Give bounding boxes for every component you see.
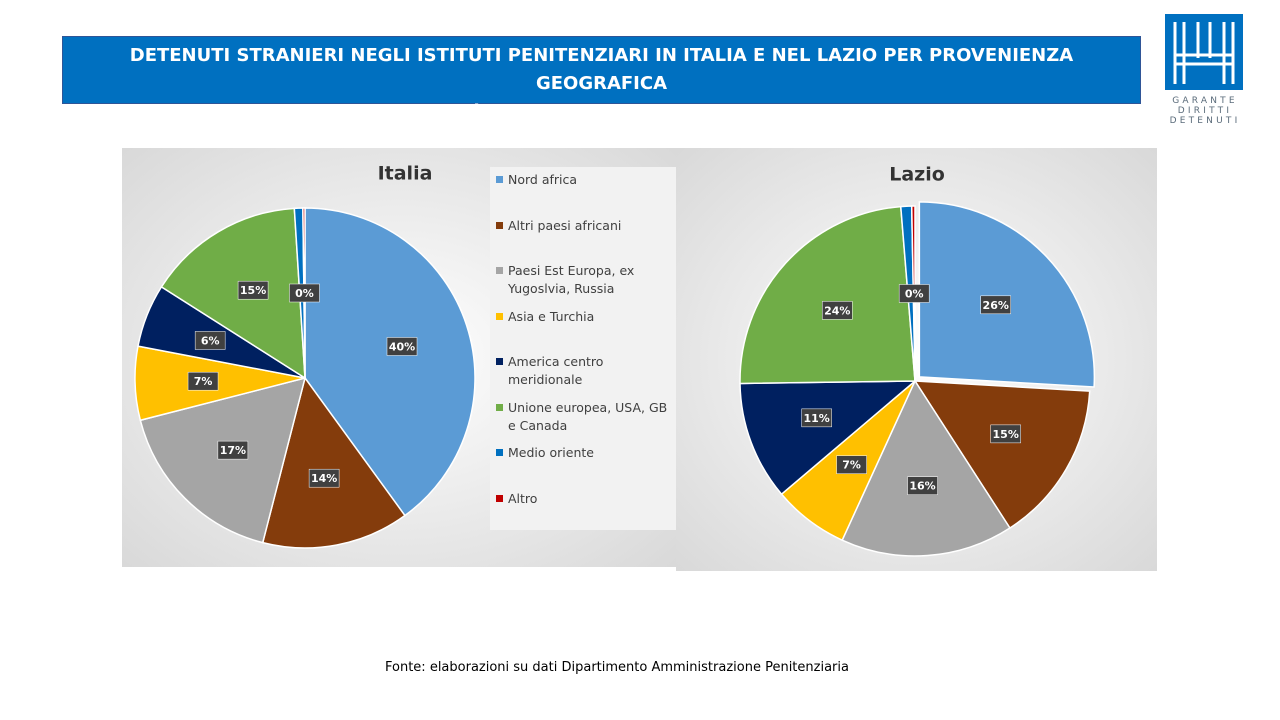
legend-item: Medio oriente xyxy=(496,444,676,490)
legend-label: America centro meridionale xyxy=(508,354,604,387)
data-label-box xyxy=(980,295,1011,315)
legend-item: Altri paesi africani xyxy=(496,217,676,263)
header-banner: DETENUTI STRANIERI NEGLI ISTITUTI PENITE… xyxy=(62,36,1141,122)
data-label: 6% xyxy=(201,334,220,347)
logo-square xyxy=(1165,14,1243,90)
pie-slice xyxy=(841,379,1011,557)
data-label: 7% xyxy=(842,459,861,472)
data-label: 14% xyxy=(311,472,337,485)
logo-text: GARANTE DIRITTI DETENUTI xyxy=(1160,96,1250,126)
data-label-box xyxy=(187,371,219,391)
data-label-box xyxy=(217,440,249,460)
data-label-box xyxy=(836,455,867,474)
legend-swatch xyxy=(496,312,503,320)
data-label: 17% xyxy=(220,444,246,457)
logo xyxy=(1165,14,1243,90)
pie-slice xyxy=(918,201,1096,388)
logo-mark xyxy=(1173,22,1235,84)
legend-swatch xyxy=(496,221,503,229)
header-title: DETENUTI STRANIERI NEGLI ISTITUTI PENITE… xyxy=(129,45,1074,94)
data-label-box xyxy=(386,337,418,356)
data-label-box xyxy=(822,301,853,320)
data-label: 0% xyxy=(295,287,314,300)
data-label-box xyxy=(289,283,320,303)
data-label: 24% xyxy=(824,304,850,317)
data-label-box xyxy=(801,408,832,428)
pie-slice xyxy=(739,380,918,496)
legend-item: Nord africa xyxy=(496,171,676,217)
legend-item: Asia e Turchia xyxy=(496,308,676,354)
pie-slice xyxy=(160,207,306,380)
data-label: 0% xyxy=(905,288,924,301)
data-label: 15% xyxy=(993,428,1019,441)
pie-slice xyxy=(304,207,476,517)
legend: Nord africa Altri paesi africani Paesi Est… xyxy=(490,167,676,530)
legend-swatch xyxy=(496,449,503,456)
pie-slice xyxy=(261,376,406,549)
legend-item: Unione europea, USA, GB e Canada xyxy=(496,399,676,445)
legend-swatch xyxy=(496,403,503,411)
legend-label: Altro xyxy=(508,490,538,506)
legend-item: America centro meridionale xyxy=(496,353,676,399)
legend-item: Paesi Est Europa, ex Yugoslvia, Russia xyxy=(496,262,676,308)
legend-label: Asia e Turchia xyxy=(508,308,595,324)
legend-swatch xyxy=(496,358,503,365)
logo-word: DIRITTI xyxy=(1177,106,1233,116)
legend-label: Medio oriente xyxy=(508,445,594,460)
header-subtitle: Aggiornamento 31 AGOSTO 2024 xyxy=(433,101,770,122)
chart-title: Lazio xyxy=(889,164,945,186)
pie-slice xyxy=(913,380,1091,530)
pie-slice xyxy=(739,205,916,385)
legend-item: Altro xyxy=(496,490,676,536)
data-label: 16% xyxy=(909,480,935,493)
legend-label: Paesi Est Europa, ex Yugoslvia, Russia xyxy=(508,263,635,296)
data-label: 7% xyxy=(194,375,213,388)
data-label-box xyxy=(990,424,1021,444)
chart-title: Italia xyxy=(378,163,433,185)
legend-swatch xyxy=(496,494,503,502)
pie-slice xyxy=(139,376,307,544)
data-label-box xyxy=(308,468,340,488)
legend-swatch xyxy=(496,267,503,274)
data-label: 26% xyxy=(983,299,1009,312)
logo-word: DETENUTI xyxy=(1169,116,1241,126)
legend-label: Unione europea, USA, GB e Canada xyxy=(508,399,668,433)
logo-word: GARANTE xyxy=(1172,96,1238,106)
source-note: Fonte: elaborazioni su dati Dipartimento… xyxy=(385,660,849,675)
legend-swatch xyxy=(496,176,503,183)
data-label-box xyxy=(898,284,930,303)
data-label-box xyxy=(907,476,938,495)
data-label-box xyxy=(194,331,226,350)
legend-label: Altri paesi africani xyxy=(508,217,622,233)
data-label-box xyxy=(237,280,269,300)
data-label: 11% xyxy=(804,412,830,425)
legend-label: Nord africa xyxy=(508,172,578,187)
data-label: 40% xyxy=(389,340,415,353)
data-label: 15% xyxy=(240,284,266,297)
